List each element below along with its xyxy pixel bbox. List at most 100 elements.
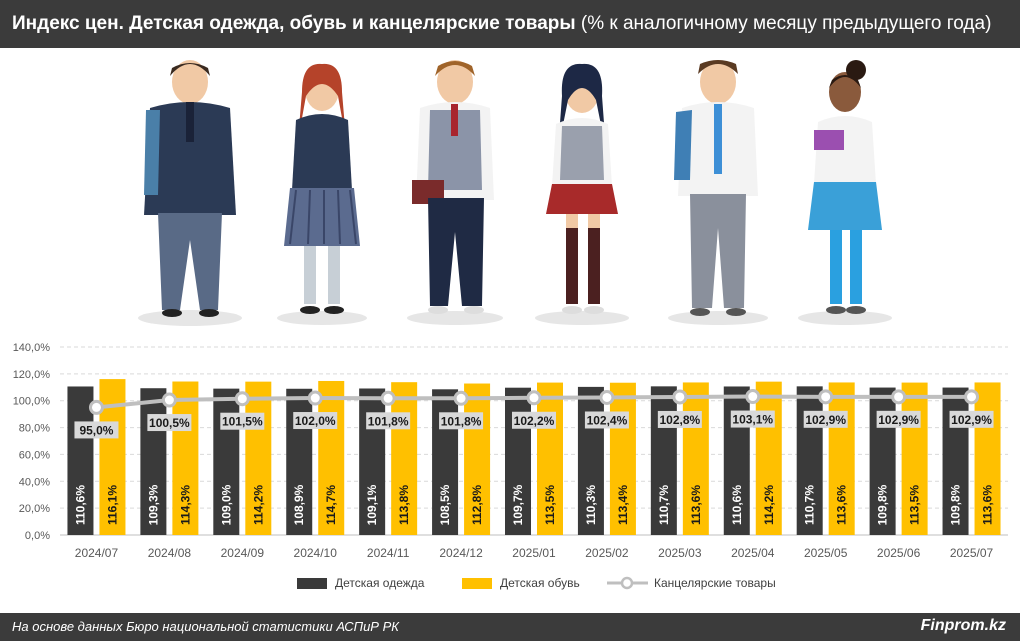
bar-shoes — [245, 381, 272, 535]
point-stationery — [234, 391, 250, 407]
point-label-stationery: 102,2% — [514, 414, 555, 428]
x-tick-label: 2025/02 — [585, 546, 629, 560]
title-subtitle: (% к аналогичному месяцу предыдущего год… — [575, 13, 992, 34]
point-stationery — [891, 389, 907, 405]
bar-shoes — [537, 382, 563, 535]
label-box-stationery — [803, 410, 848, 428]
x-tick-label: 2024/07 — [75, 546, 119, 560]
point-label-stationery: 101,8% — [441, 414, 482, 428]
bar-shoes — [682, 382, 709, 535]
student-girl-blue-skirt-icon — [808, 60, 882, 314]
page-title: Индекс цен. Детская одежда, обувь и канц… — [12, 13, 991, 35]
bar-clothing — [67, 386, 94, 535]
point-stationery — [380, 390, 396, 406]
x-tick-label: 2024/11 — [367, 546, 410, 560]
y-tick-label: 40,0% — [19, 476, 50, 488]
bar-label-shoes: 116,1% — [105, 485, 119, 525]
label-box-stationery — [949, 410, 994, 428]
bar-label-shoes: 114,2% — [762, 485, 776, 525]
source-note: На основе данных Бюро национальной стати… — [12, 619, 399, 634]
bar-label-shoes: 114,2% — [251, 485, 265, 525]
y-tick-label: 80,0% — [19, 423, 50, 435]
point-stationery — [599, 389, 615, 405]
point-label-stationery: 102,8% — [659, 413, 700, 427]
legend-label-clothing: Детская одежда — [335, 576, 425, 590]
legend-label-stationery: Канцелярские товары — [654, 576, 776, 590]
bar-label-shoes: 113,6% — [835, 485, 849, 525]
point-label-stationery: 102,9% — [878, 413, 919, 427]
label-box-stationery — [730, 410, 775, 428]
bar-shoes — [609, 382, 636, 535]
x-tick-label: 2024/09 — [221, 546, 265, 560]
student-girl-plaid-icon — [284, 63, 360, 314]
label-box-stationery — [876, 410, 921, 428]
label-box-stationery — [74, 421, 119, 439]
point-stationery — [745, 389, 761, 405]
bar-label-clothing: 110,7% — [803, 485, 817, 525]
x-tick-label: 2024/08 — [148, 546, 192, 560]
bar-clothing — [140, 388, 167, 535]
point-stationery — [818, 389, 834, 405]
label-box-stationery — [584, 411, 629, 429]
bar-label-shoes: 113,5% — [908, 485, 922, 525]
legend-marker-stationery — [620, 576, 634, 590]
bar-shoes — [828, 382, 855, 535]
bar-label-shoes: 113,8% — [397, 485, 411, 525]
x-tick-label: 2024/10 — [294, 546, 338, 560]
y-tick-label: 140,0% — [13, 342, 51, 354]
x-tick-label: 2024/12 — [439, 546, 483, 560]
label-box-stationery — [147, 414, 192, 432]
legend-swatch-clothing — [297, 578, 327, 589]
bar-label-shoes: 113,5% — [543, 485, 557, 525]
bar-label-clothing: 109,8% — [876, 484, 890, 525]
y-axis: 0,0% 20,0% 40,0% 60,0% 80,0% 100,0% 120,0% 140,… — [13, 342, 51, 542]
bar-shoes — [901, 382, 928, 535]
point-label-stationery: 95,0% — [79, 423, 113, 437]
x-tick-label: 2025/04 — [731, 546, 775, 560]
student-boy-blazer-icon — [144, 60, 236, 317]
legend: Детская одежда Детская обувь Канцелярские … — [297, 576, 776, 590]
student-boy-glasses-icon — [674, 60, 758, 316]
title-main: Индекс цен. Детская одежда, обувь и канц… — [12, 13, 576, 34]
point-label-stationery: 101,5% — [222, 415, 263, 429]
bar-shoes — [391, 382, 418, 535]
bar-label-clothing: 109,0% — [219, 484, 233, 525]
bar-label-shoes: 113,6% — [689, 485, 703, 525]
label-box-stationery — [366, 412, 411, 430]
point-stationery — [307, 390, 323, 406]
bar-label-clothing: 110,6% — [730, 485, 744, 525]
legend-label-shoes: Детская обувь — [500, 576, 580, 590]
bar-label-clothing: 110,6% — [73, 485, 87, 525]
bar-shoes — [172, 381, 199, 535]
point-stationery — [161, 392, 177, 408]
point-label-stationery: 102,9% — [951, 413, 992, 427]
bar-label-shoes: 113,4% — [616, 485, 630, 525]
legend-swatch-shoes — [462, 578, 492, 589]
x-tick-label: 2025/07 — [950, 546, 994, 560]
student-boy-vest-icon — [412, 60, 494, 314]
bar-label-clothing: 110,3% — [584, 485, 598, 525]
bar-shoes — [464, 383, 491, 535]
point-label-stationery: 102,4% — [587, 413, 628, 427]
bar-label-clothing: 110,7% — [657, 485, 671, 525]
bar-label-clothing: 109,7% — [511, 484, 525, 525]
y-tick-label: 120,0% — [13, 369, 51, 381]
point-stationery — [88, 399, 104, 415]
label-box-stationery — [657, 410, 702, 428]
title-bar: Индекс цен. Детская одежда, обувь и канц… — [0, 0, 1020, 48]
point-stationery — [964, 389, 980, 405]
y-tick-label: 20,0% — [19, 503, 50, 515]
student-girl-red-skirt-icon — [546, 63, 618, 314]
label-box-stationery — [293, 412, 338, 430]
bar-label-shoes: 113,6% — [981, 485, 995, 525]
bar-label-shoes: 112,8% — [470, 485, 484, 525]
point-label-stationery: 102,0% — [295, 414, 336, 428]
point-stationery — [526, 390, 542, 406]
point-stationery — [672, 389, 688, 405]
point-label-stationery: 103,1% — [732, 413, 773, 427]
bar-label-clothing: 108,9% — [292, 484, 306, 525]
x-tick-label: 2025/06 — [877, 546, 921, 560]
line-layer: 95,0% 100,5% 101,5% 102,0% 101,8% 101,8% 102,2… — [74, 389, 994, 439]
students-illustration-icon — [138, 60, 892, 326]
y-tick-label: 100,0% — [13, 396, 51, 408]
